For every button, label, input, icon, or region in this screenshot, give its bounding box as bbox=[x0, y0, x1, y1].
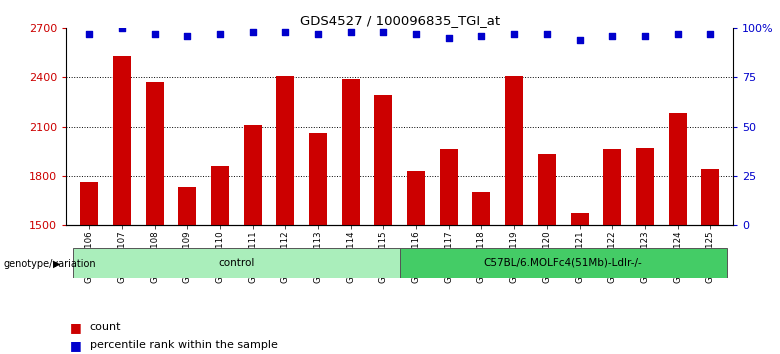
Point bbox=[312, 32, 324, 37]
Bar bbox=[113, 56, 131, 225]
Point bbox=[475, 33, 488, 39]
Point bbox=[541, 32, 553, 37]
Point bbox=[508, 32, 520, 37]
Point bbox=[279, 29, 292, 35]
Text: ▶: ▶ bbox=[53, 259, 61, 269]
Bar bbox=[374, 96, 392, 225]
Text: percentile rank within the sample: percentile rank within the sample bbox=[90, 340, 278, 350]
Bar bbox=[211, 166, 229, 225]
Bar bbox=[309, 133, 327, 225]
Text: C57BL/6.MOLFc4(51Mb)-Ldlr-/-: C57BL/6.MOLFc4(51Mb)-Ldlr-/- bbox=[484, 258, 643, 268]
Bar bbox=[440, 149, 458, 225]
Point bbox=[410, 32, 422, 37]
Bar bbox=[668, 113, 686, 225]
Bar bbox=[179, 187, 197, 225]
Text: control: control bbox=[218, 258, 254, 268]
Bar bbox=[243, 125, 261, 225]
Bar bbox=[73, 248, 399, 278]
Text: ■: ■ bbox=[70, 339, 82, 352]
Point bbox=[606, 33, 619, 39]
Point bbox=[345, 29, 357, 35]
Bar bbox=[276, 76, 294, 225]
Bar bbox=[538, 154, 556, 225]
Point bbox=[83, 32, 95, 37]
Bar bbox=[636, 148, 654, 225]
Bar bbox=[473, 192, 491, 225]
Point bbox=[181, 33, 193, 39]
Point bbox=[378, 29, 390, 35]
Point bbox=[246, 29, 259, 35]
Point bbox=[639, 33, 651, 39]
Bar bbox=[701, 169, 719, 225]
Title: GDS4527 / 100096835_TGI_at: GDS4527 / 100096835_TGI_at bbox=[300, 14, 500, 27]
Point bbox=[214, 32, 226, 37]
Point bbox=[672, 32, 684, 37]
Text: ■: ■ bbox=[70, 321, 82, 334]
Text: count: count bbox=[90, 322, 121, 332]
Bar bbox=[407, 171, 425, 225]
Text: genotype/variation: genotype/variation bbox=[4, 259, 97, 269]
Bar bbox=[603, 149, 621, 225]
Bar bbox=[146, 82, 164, 225]
Point bbox=[442, 35, 455, 41]
Point bbox=[115, 25, 128, 31]
Bar bbox=[80, 182, 98, 225]
Bar bbox=[505, 76, 523, 225]
Point bbox=[573, 37, 586, 43]
Bar bbox=[342, 79, 360, 225]
Point bbox=[704, 32, 717, 37]
Point bbox=[148, 32, 161, 37]
Bar bbox=[570, 213, 589, 225]
Bar bbox=[399, 248, 727, 278]
